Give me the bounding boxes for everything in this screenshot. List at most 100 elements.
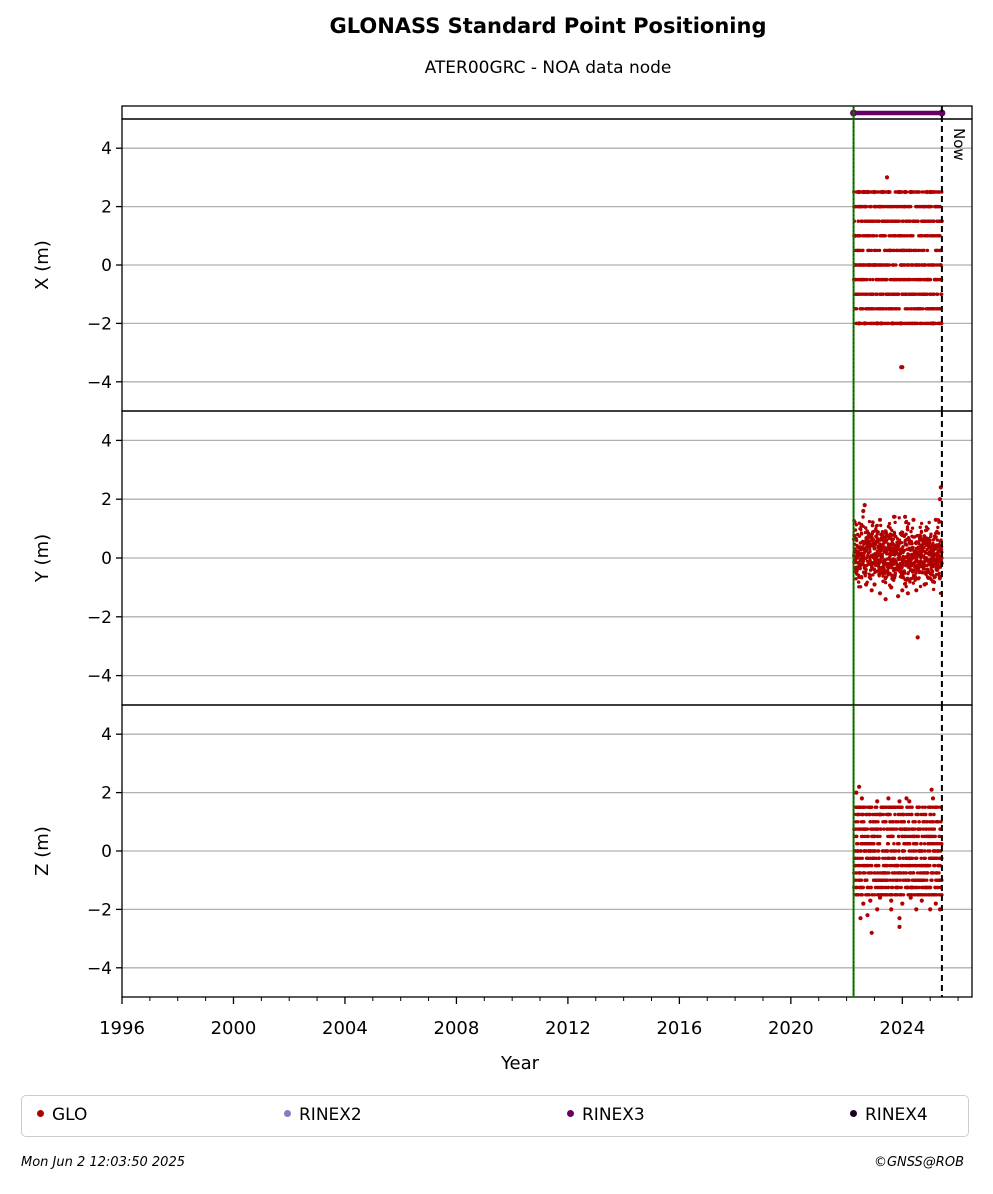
z-glo-point bbox=[893, 812, 897, 817]
x-tick-label: 2000 bbox=[211, 1018, 257, 1039]
y-glo-point bbox=[883, 580, 888, 585]
z-glo-point bbox=[923, 805, 927, 809]
x-glo-point bbox=[917, 190, 921, 194]
x-glo-point bbox=[928, 277, 933, 282]
z-glo-point bbox=[914, 907, 919, 912]
x-glo-point bbox=[908, 219, 912, 223]
y-ytick-label: −2 bbox=[87, 608, 112, 628]
z-glo-point bbox=[896, 820, 900, 824]
y-glo-point bbox=[860, 576, 864, 580]
y-glo-point bbox=[862, 503, 867, 508]
y-glo-point bbox=[922, 546, 926, 550]
z-glo-point bbox=[918, 827, 923, 831]
y-glo-point bbox=[887, 521, 892, 526]
y-glo-point bbox=[890, 528, 894, 532]
y-glo-point bbox=[878, 549, 883, 553]
z-glo-point bbox=[868, 812, 872, 817]
z-glo-point bbox=[873, 893, 877, 897]
y-glo-point bbox=[915, 635, 920, 640]
x-glo-point bbox=[903, 189, 908, 195]
z-glo-point bbox=[873, 849, 877, 853]
y-glo-point bbox=[859, 527, 863, 532]
y-glo-point bbox=[919, 521, 924, 526]
z-glo-point bbox=[898, 856, 902, 860]
z-glo-point bbox=[890, 893, 895, 897]
y-glo-point bbox=[936, 531, 941, 535]
z-glo-point bbox=[907, 827, 911, 831]
z-glo-point bbox=[906, 820, 911, 824]
z-glo-point bbox=[869, 805, 874, 809]
y-glo-point bbox=[881, 574, 885, 578]
y-glo-point bbox=[905, 525, 910, 529]
z-glo-point bbox=[938, 834, 942, 839]
x-glo-point bbox=[920, 190, 924, 194]
x-glo-point bbox=[858, 234, 863, 238]
x-glo-point bbox=[886, 321, 890, 326]
z-glo-point bbox=[926, 871, 930, 875]
x-glo-point bbox=[871, 277, 875, 282]
y-glo-point bbox=[892, 566, 896, 570]
y-glo-point bbox=[911, 581, 915, 585]
x-glo-point bbox=[922, 248, 926, 253]
z-glo-point bbox=[873, 834, 877, 839]
y-glo-point bbox=[919, 530, 924, 534]
x-glo-point bbox=[860, 219, 865, 223]
z-glo-point bbox=[876, 849, 881, 853]
x-glo-point bbox=[877, 248, 882, 253]
y-glo-point bbox=[934, 572, 939, 577]
z-glo-point bbox=[875, 907, 880, 912]
z-glo-point bbox=[888, 812, 892, 817]
z-glo-point bbox=[884, 820, 888, 824]
y-glo-point bbox=[855, 538, 859, 543]
z-glo-point bbox=[935, 893, 939, 897]
x-glo-point bbox=[869, 204, 873, 209]
z-glo-point bbox=[885, 878, 890, 882]
z-glo-point bbox=[863, 805, 868, 809]
y-glo-point bbox=[922, 567, 926, 571]
y-glo-point bbox=[927, 520, 931, 525]
z-glo-point bbox=[883, 856, 888, 860]
z-glo-point bbox=[933, 901, 938, 906]
y-glo-point bbox=[883, 597, 888, 602]
x-glo-point bbox=[886, 189, 891, 195]
x-glo-point bbox=[856, 219, 860, 223]
z-glo-point bbox=[854, 790, 859, 795]
y-glo-point bbox=[935, 538, 940, 542]
y-glo-point bbox=[864, 571, 868, 575]
x-glo-point bbox=[908, 277, 912, 282]
y-glo-point bbox=[868, 568, 873, 572]
z-glo-point bbox=[897, 849, 901, 853]
y-glo-point bbox=[861, 515, 865, 519]
y-glo-point bbox=[880, 555, 885, 559]
z-glo-point bbox=[895, 893, 900, 897]
z-glo-point bbox=[887, 856, 892, 860]
legend-item-rinex2: RINEX2 bbox=[284, 1105, 362, 1125]
z-glo-point bbox=[875, 834, 880, 839]
y-ytick-label: 0 bbox=[101, 549, 112, 569]
x-glo-point bbox=[869, 248, 874, 253]
z-glo-point bbox=[868, 898, 873, 903]
y-glo-point bbox=[912, 568, 917, 572]
z-glo-point bbox=[898, 878, 902, 882]
z-glo-point bbox=[875, 805, 879, 809]
x-glo-point bbox=[897, 307, 901, 311]
y-glo-point bbox=[875, 523, 879, 528]
x-glo-point bbox=[914, 292, 918, 296]
y-glo-point bbox=[910, 526, 915, 530]
z-glo-point bbox=[932, 827, 937, 831]
z-glo-point bbox=[869, 871, 874, 875]
x-glo-point bbox=[896, 292, 901, 296]
legend-label-rinex3: RINEX3 bbox=[582, 1105, 645, 1125]
z-glo-point bbox=[896, 863, 900, 868]
x-glo-point bbox=[917, 248, 921, 253]
z-glo-point bbox=[856, 842, 860, 846]
y-glo-point bbox=[871, 573, 875, 577]
z-glo-point bbox=[891, 820, 896, 824]
z-glo-point bbox=[901, 812, 906, 817]
z-glo-point bbox=[886, 796, 891, 801]
y-glo-point bbox=[881, 579, 885, 583]
z-glo-point bbox=[881, 856, 885, 860]
z-glo-point bbox=[878, 834, 882, 839]
z-glo-point bbox=[915, 856, 919, 860]
x-glo-point bbox=[932, 292, 936, 296]
